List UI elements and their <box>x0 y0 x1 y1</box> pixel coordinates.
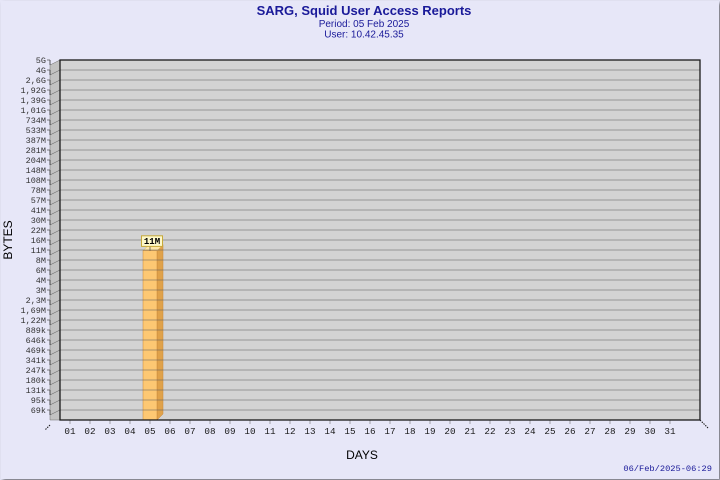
svg-text:22: 22 <box>484 426 495 437</box>
svg-text:06: 06 <box>164 426 175 437</box>
svg-text:247k: 247k <box>26 366 46 376</box>
svg-text:469k: 469k <box>26 346 46 356</box>
svg-text:21: 21 <box>464 426 476 437</box>
svg-text:5G: 5G <box>36 56 46 66</box>
svg-text:148M: 148M <box>26 166 46 176</box>
svg-text:29: 29 <box>624 426 635 437</box>
svg-text:25: 25 <box>544 426 555 437</box>
svg-text:15: 15 <box>344 426 355 437</box>
svg-text:1,92G: 1,92G <box>20 86 46 96</box>
svg-text:22M: 22M <box>31 226 46 236</box>
svg-text:03: 03 <box>104 426 115 437</box>
svg-text:4M: 4M <box>36 276 46 286</box>
svg-text:1,01G: 1,01G <box>20 106 46 116</box>
svg-text:User: 10.42.45.35: User: 10.42.45.35 <box>324 30 404 41</box>
svg-text:13: 13 <box>304 426 315 437</box>
svg-text:341k: 341k <box>26 356 46 366</box>
svg-text:10: 10 <box>244 426 255 437</box>
svg-text:24: 24 <box>524 426 536 437</box>
svg-text:1,39G: 1,39G <box>20 96 46 106</box>
svg-text:02: 02 <box>84 426 95 437</box>
svg-text:20: 20 <box>444 426 455 437</box>
svg-text:28: 28 <box>604 426 615 437</box>
svg-text:SARG, Squid User Access Report: SARG, Squid User Access Reports <box>257 3 472 18</box>
svg-text:11: 11 <box>264 426 276 437</box>
svg-text:204M: 204M <box>26 156 46 166</box>
svg-text:06/Feb/2025-06:29: 06/Feb/2025-06:29 <box>623 464 712 474</box>
svg-text:95k: 95k <box>31 396 46 406</box>
svg-text:734M: 734M <box>26 116 46 126</box>
svg-text:78M: 78M <box>31 186 46 196</box>
svg-text:Period: 05 Feb 2025: Period: 05 Feb 2025 <box>319 19 410 30</box>
svg-text:04: 04 <box>124 426 136 437</box>
svg-text:DAYS: DAYS <box>346 448 378 462</box>
svg-text:57M: 57M <box>31 196 46 206</box>
svg-text:4G: 4G <box>36 66 46 76</box>
svg-text:BYTES: BYTES <box>1 220 15 259</box>
svg-text:30: 30 <box>644 426 655 437</box>
svg-text:16M: 16M <box>31 236 46 246</box>
svg-text:131k: 131k <box>26 386 46 396</box>
svg-text:889k: 889k <box>26 326 46 336</box>
svg-text:12: 12 <box>284 426 295 437</box>
svg-text:16: 16 <box>364 426 375 437</box>
svg-text:8M: 8M <box>36 256 46 266</box>
svg-text:2,6G: 2,6G <box>26 76 46 86</box>
svg-text:180k: 180k <box>26 376 46 386</box>
svg-text:1,69M: 1,69M <box>20 306 46 316</box>
svg-text:07: 07 <box>184 426 195 437</box>
svg-text:18: 18 <box>404 426 415 437</box>
svg-text:533M: 533M <box>26 126 46 136</box>
svg-text:08: 08 <box>204 426 215 437</box>
svg-text:23: 23 <box>504 426 515 437</box>
svg-text:31: 31 <box>664 426 676 437</box>
svg-text:2,3M: 2,3M <box>26 296 46 306</box>
svg-text:281M: 281M <box>26 146 46 156</box>
svg-text:11M: 11M <box>31 246 46 256</box>
svg-text:11M: 11M <box>144 237 160 247</box>
svg-text:3M: 3M <box>36 286 46 296</box>
svg-text:1,22M: 1,22M <box>20 316 46 326</box>
svg-text:108M: 108M <box>26 176 46 186</box>
svg-text:14: 14 <box>324 426 336 437</box>
svg-text:646k: 646k <box>26 336 46 346</box>
svg-text:26: 26 <box>564 426 575 437</box>
svg-text:6M: 6M <box>36 266 46 276</box>
svg-text:387M: 387M <box>26 136 46 146</box>
svg-text:05: 05 <box>144 426 155 437</box>
svg-text:19: 19 <box>424 426 435 437</box>
svg-text:30M: 30M <box>31 216 46 226</box>
svg-text:41M: 41M <box>31 206 46 216</box>
svg-text:17: 17 <box>384 426 395 437</box>
svg-text:27: 27 <box>584 426 595 437</box>
svg-text:69k: 69k <box>31 406 46 416</box>
svg-text:01: 01 <box>64 426 76 437</box>
svg-text:09: 09 <box>224 426 235 437</box>
